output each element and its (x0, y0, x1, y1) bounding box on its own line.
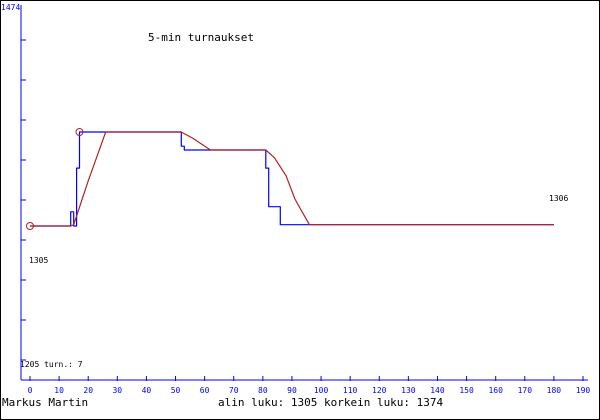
x-tick-label: 90 (287, 386, 297, 395)
x-tick-label: 170 (518, 386, 533, 395)
series-group (26, 128, 554, 230)
start-value-label: 1305 (29, 256, 48, 265)
point-marker (75, 128, 84, 136)
x-tick-label: 190 (576, 386, 591, 395)
red-smoothed-line (30, 131, 554, 227)
x-tick-label: 50 (171, 386, 181, 395)
min-max-stats: alin luku: 1305 korkein luku: 1374 (218, 396, 444, 409)
chart-title: 5-min turnaukset (148, 31, 254, 44)
point-marker (26, 222, 34, 230)
author-name: Markus Martin (2, 396, 88, 409)
x-tick-label: 0 (28, 386, 33, 395)
x-tick-label: 110 (343, 386, 358, 395)
x-tick-label: 150 (459, 386, 474, 395)
x-tick-label: 30 (112, 386, 122, 395)
x-tick-label: 60 (200, 386, 210, 395)
x-tick-label: 10 (54, 386, 64, 395)
axes-group: 0 10 20 30 40 50 60 70 80 90 100 110 120 130 140 150 160… (20, 5, 591, 395)
x-tick-label: 100 (314, 386, 329, 395)
x-tick-label: 20 (83, 386, 93, 395)
blue-price-line (30, 131, 554, 227)
y-axis-top-label: 1474 (1, 3, 20, 12)
x-tick-label: 160 (488, 386, 503, 395)
x-tick-label: 40 (142, 386, 152, 395)
x-tick-label: 120 (372, 386, 387, 395)
x-tick-label: 80 (258, 386, 268, 395)
x-tick-label: 70 (229, 386, 239, 395)
turn-count-label: 1205 turn.: 7 (20, 360, 83, 369)
end-value-label: 1306 (549, 194, 568, 203)
x-tick-label: 180 (547, 386, 562, 395)
x-tick-label: 140 (430, 386, 445, 395)
x-tick-label: 130 (401, 386, 416, 395)
